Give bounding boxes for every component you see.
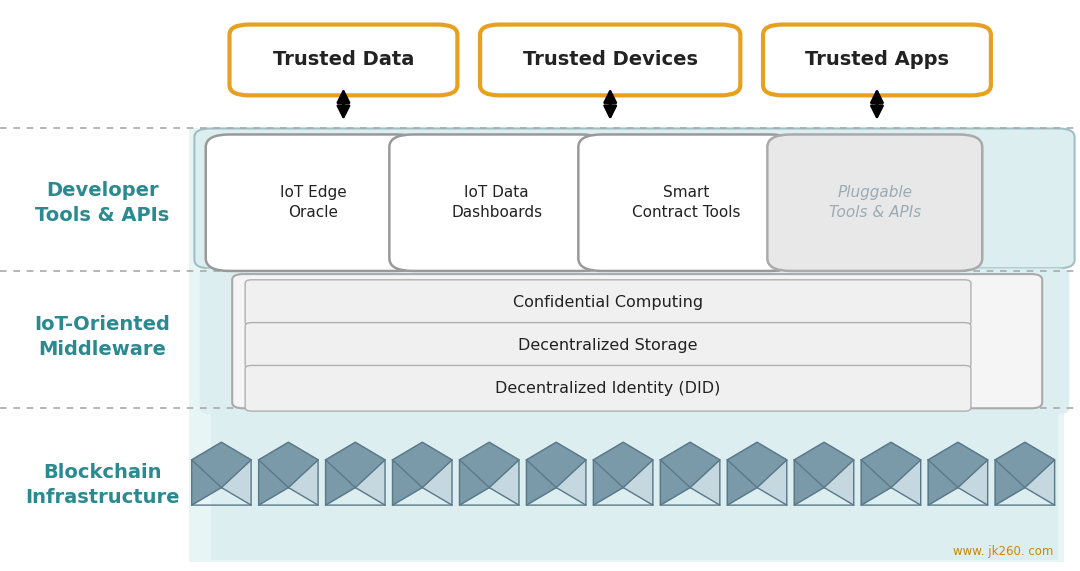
Polygon shape <box>623 460 652 505</box>
Polygon shape <box>527 443 585 488</box>
Polygon shape <box>393 460 422 505</box>
Polygon shape <box>795 443 854 488</box>
Polygon shape <box>527 460 556 505</box>
Polygon shape <box>661 443 719 488</box>
FancyBboxPatch shape <box>767 135 983 271</box>
Polygon shape <box>459 460 489 505</box>
Polygon shape <box>824 460 854 505</box>
Text: Blockchain
Infrastructure: Blockchain Infrastructure <box>25 463 180 508</box>
Text: Decentralized Storage: Decentralized Storage <box>518 338 698 353</box>
Polygon shape <box>928 443 987 488</box>
FancyBboxPatch shape <box>205 135 421 271</box>
Text: IoT Data
Dashboards: IoT Data Dashboards <box>451 186 542 220</box>
Polygon shape <box>221 460 251 505</box>
Text: Pluggable
Tools & APIs: Pluggable Tools & APIs <box>828 186 921 220</box>
FancyBboxPatch shape <box>480 25 741 95</box>
Polygon shape <box>757 460 786 505</box>
FancyBboxPatch shape <box>762 25 991 95</box>
Polygon shape <box>862 460 891 505</box>
FancyBboxPatch shape <box>230 25 458 95</box>
Polygon shape <box>489 460 518 505</box>
FancyBboxPatch shape <box>579 135 793 271</box>
Text: Developer
Tools & APIs: Developer Tools & APIs <box>36 180 170 225</box>
Polygon shape <box>192 443 251 488</box>
Polygon shape <box>326 460 355 505</box>
FancyBboxPatch shape <box>189 128 1064 562</box>
Polygon shape <box>891 460 920 505</box>
Polygon shape <box>1025 460 1054 505</box>
Polygon shape <box>996 460 1025 505</box>
Polygon shape <box>326 443 384 488</box>
FancyBboxPatch shape <box>211 414 1058 560</box>
Text: www. jk260. com: www. jk260. com <box>953 545 1053 558</box>
Polygon shape <box>288 460 319 505</box>
Polygon shape <box>594 460 623 505</box>
FancyBboxPatch shape <box>389 135 605 271</box>
Polygon shape <box>928 460 958 505</box>
FancyBboxPatch shape <box>245 323 971 368</box>
Polygon shape <box>422 460 453 505</box>
Polygon shape <box>259 460 288 505</box>
FancyBboxPatch shape <box>232 274 1042 408</box>
Text: Smart
Contract Tools: Smart Contract Tools <box>632 186 740 220</box>
FancyBboxPatch shape <box>245 280 971 325</box>
Polygon shape <box>795 460 824 505</box>
Polygon shape <box>661 460 690 505</box>
Text: Trusted Apps: Trusted Apps <box>805 50 949 70</box>
Polygon shape <box>728 443 786 488</box>
Text: IoT-Oriented
Middleware: IoT-Oriented Middleware <box>35 315 171 359</box>
Polygon shape <box>355 460 384 505</box>
Text: Decentralized Identity (DID): Decentralized Identity (DID) <box>496 381 720 396</box>
FancyBboxPatch shape <box>200 268 1069 414</box>
FancyBboxPatch shape <box>194 128 1075 268</box>
Polygon shape <box>259 443 319 488</box>
Polygon shape <box>958 460 987 505</box>
Polygon shape <box>556 460 585 505</box>
Polygon shape <box>192 460 221 505</box>
Text: Trusted Data: Trusted Data <box>273 50 414 70</box>
Text: Trusted Devices: Trusted Devices <box>523 50 698 70</box>
Polygon shape <box>594 443 652 488</box>
Polygon shape <box>862 443 920 488</box>
Polygon shape <box>996 443 1054 488</box>
Text: Confidential Computing: Confidential Computing <box>513 295 703 310</box>
Polygon shape <box>728 460 757 505</box>
Text: IoT Edge
Oracle: IoT Edge Oracle <box>280 186 347 220</box>
Polygon shape <box>393 443 453 488</box>
FancyBboxPatch shape <box>245 365 971 411</box>
Polygon shape <box>459 443 518 488</box>
Polygon shape <box>690 460 719 505</box>
